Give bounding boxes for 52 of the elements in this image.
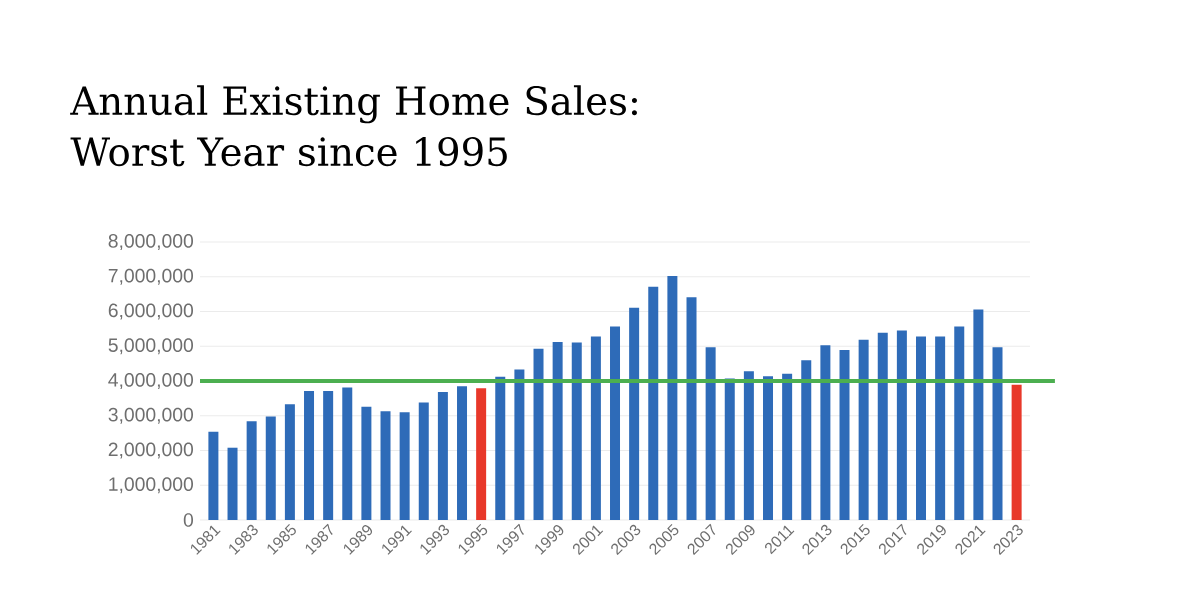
bar xyxy=(590,336,601,520)
bar xyxy=(629,307,640,520)
y-tick-label: 5,000,000 xyxy=(108,338,194,355)
y-tick-label: 4,000,000 xyxy=(108,373,194,389)
bar xyxy=(342,387,353,520)
bar xyxy=(246,421,257,520)
bar xyxy=(858,339,869,520)
bar xyxy=(648,286,659,520)
bar xyxy=(705,347,716,520)
bar xyxy=(533,348,544,520)
bar xyxy=(208,431,219,520)
bar xyxy=(667,276,678,520)
bar xyxy=(973,309,984,520)
bar xyxy=(896,330,907,520)
bar xyxy=(877,332,888,520)
bar xyxy=(571,342,582,520)
bar xyxy=(361,406,372,520)
bar xyxy=(323,391,334,520)
y-tick-label: 2,000,000 xyxy=(108,442,194,459)
bar xyxy=(265,416,276,520)
bar xyxy=(801,360,812,520)
y-tick-label: 3,000,000 xyxy=(108,407,194,424)
bar xyxy=(935,336,946,520)
y-tick-label: 0 xyxy=(183,513,194,527)
bar xyxy=(1011,384,1022,520)
bar xyxy=(839,350,850,520)
bar xyxy=(457,386,468,520)
bar xyxy=(763,376,774,520)
bar xyxy=(418,402,429,520)
chart-title: Annual Existing Home Sales: Worst Year since 1995 xyxy=(70,85,637,167)
bar xyxy=(610,326,621,520)
y-tick-label: 6,000,000 xyxy=(108,303,194,320)
bar xyxy=(552,342,563,520)
bar xyxy=(686,297,697,520)
bar xyxy=(954,326,965,520)
bar xyxy=(514,369,525,520)
bar xyxy=(743,371,754,520)
y-tick-label: 8,000,000 xyxy=(108,234,194,250)
bar xyxy=(227,447,238,520)
bar xyxy=(820,345,831,520)
bar xyxy=(437,392,448,520)
bar xyxy=(304,391,315,520)
bar xyxy=(476,388,487,520)
y-tick-label: 1,000,000 xyxy=(109,477,194,494)
bar xyxy=(495,376,506,520)
bar xyxy=(399,412,410,520)
bar xyxy=(284,404,295,520)
y-tick-label: 7,000,000 xyxy=(108,268,194,285)
bar xyxy=(380,411,391,520)
bar xyxy=(916,336,926,520)
bar xyxy=(992,347,1003,520)
bar xyxy=(782,373,793,520)
